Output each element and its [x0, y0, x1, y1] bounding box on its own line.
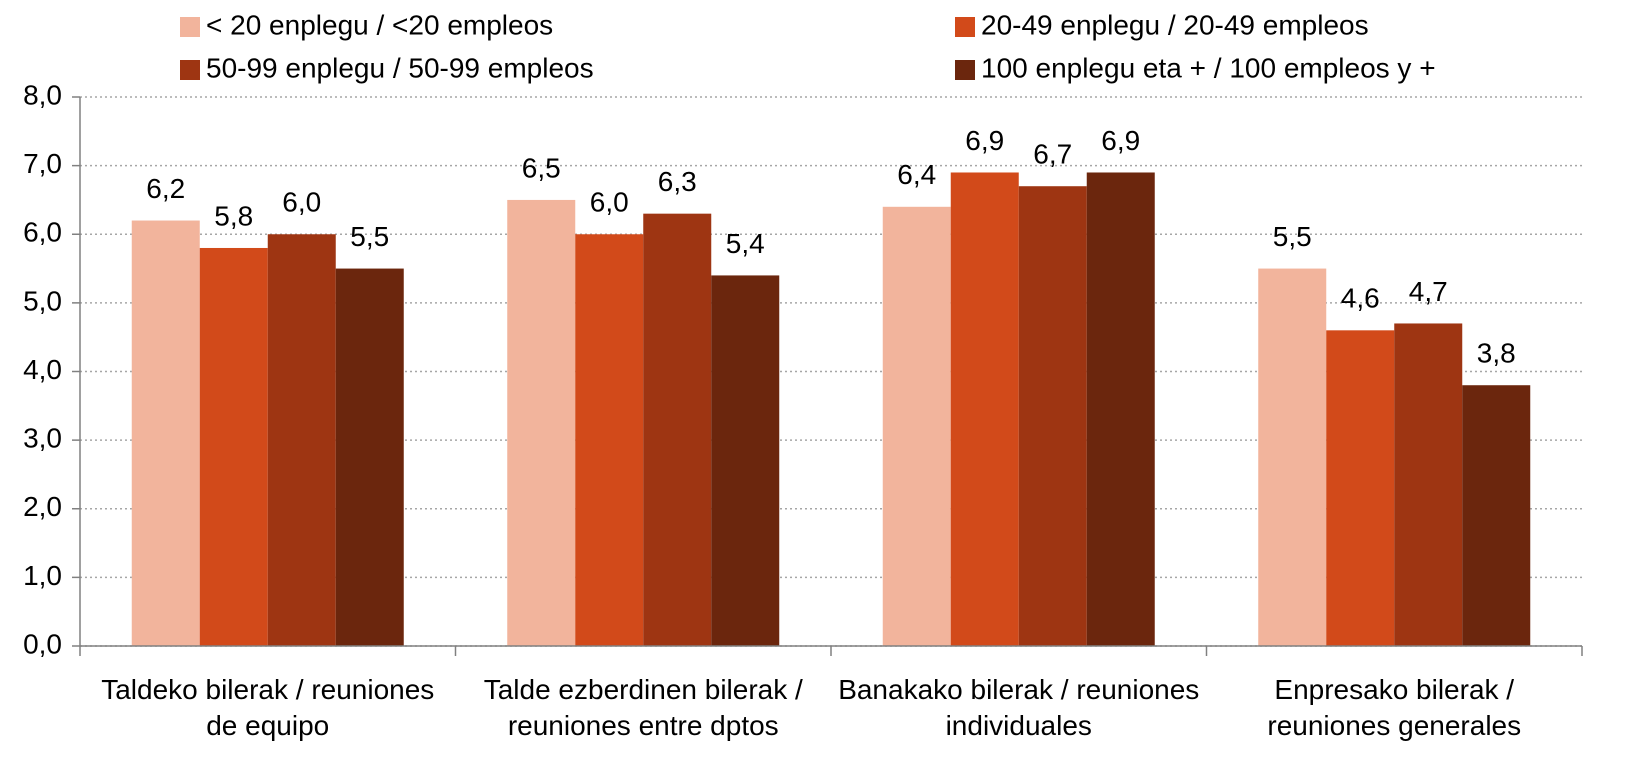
bar — [131, 220, 200, 646]
x-tick-label: Banakako bilerak / reuniones individuale… — [838, 674, 1200, 741]
bar — [199, 247, 268, 646]
value-label: 6,9 — [965, 125, 1004, 156]
legend-label: 20-49 enplegu / 20-49 empleos — [981, 9, 1369, 40]
legend-label: < 20 enplegu / <20 empleos — [206, 9, 553, 40]
value-label: 6,9 — [1101, 125, 1140, 156]
value-label: 6,0 — [590, 187, 629, 218]
legend-swatch — [955, 60, 975, 80]
bar — [950, 172, 1019, 647]
y-tick-label: 0,0 — [23, 628, 62, 659]
value-label: 6,0 — [282, 187, 321, 218]
y-tick-label: 7,0 — [23, 148, 62, 179]
value-label: 4,6 — [1341, 283, 1380, 314]
bar — [1462, 385, 1531, 646]
bar — [335, 268, 404, 646]
legend-swatch — [955, 17, 975, 37]
legend-label: 100 enplegu eta + / 100 empleos y + — [981, 52, 1436, 83]
value-label: 6,2 — [146, 173, 185, 204]
bar — [1394, 323, 1463, 646]
bar — [1018, 186, 1087, 646]
y-tick-label: 1,0 — [23, 560, 62, 591]
bar — [1326, 330, 1395, 646]
value-label: 6,7 — [1033, 139, 1072, 170]
y-tick-label: 3,0 — [23, 423, 62, 454]
legend-label: 50-99 enplegu / 50-99 empleos — [206, 52, 594, 83]
x-tick-label: Enpresako bilerak / reuniones generales — [1267, 674, 1522, 741]
value-label: 6,4 — [897, 159, 936, 190]
y-tick-label: 4,0 — [23, 354, 62, 385]
bar — [882, 206, 951, 647]
y-tick-label: 6,0 — [23, 217, 62, 248]
value-label: 6,5 — [522, 152, 561, 183]
bar — [575, 234, 644, 646]
x-tick-label: Talde ezberdinen bilerak / reuniones ent… — [483, 674, 803, 741]
x-tick-label: Taldeko bilerak / reuniones de equipo — [101, 674, 435, 741]
value-label: 5,8 — [214, 200, 253, 231]
legend-swatch — [180, 17, 200, 37]
value-label: 4,7 — [1409, 276, 1448, 307]
bar — [1086, 172, 1155, 647]
y-tick-label: 2,0 — [23, 491, 62, 522]
value-label: 6,3 — [658, 166, 697, 197]
value-label: 3,8 — [1477, 338, 1516, 369]
y-tick-label: 8,0 — [23, 79, 62, 110]
value-label: 5,5 — [1273, 221, 1312, 252]
value-label: 5,5 — [350, 221, 389, 252]
legend-swatch — [180, 60, 200, 80]
value-label: 5,4 — [726, 228, 765, 259]
bar — [1258, 268, 1327, 646]
bar — [267, 234, 336, 646]
bar — [507, 199, 576, 646]
bar — [643, 213, 712, 646]
bar — [711, 275, 780, 646]
y-tick-label: 5,0 — [23, 285, 62, 316]
